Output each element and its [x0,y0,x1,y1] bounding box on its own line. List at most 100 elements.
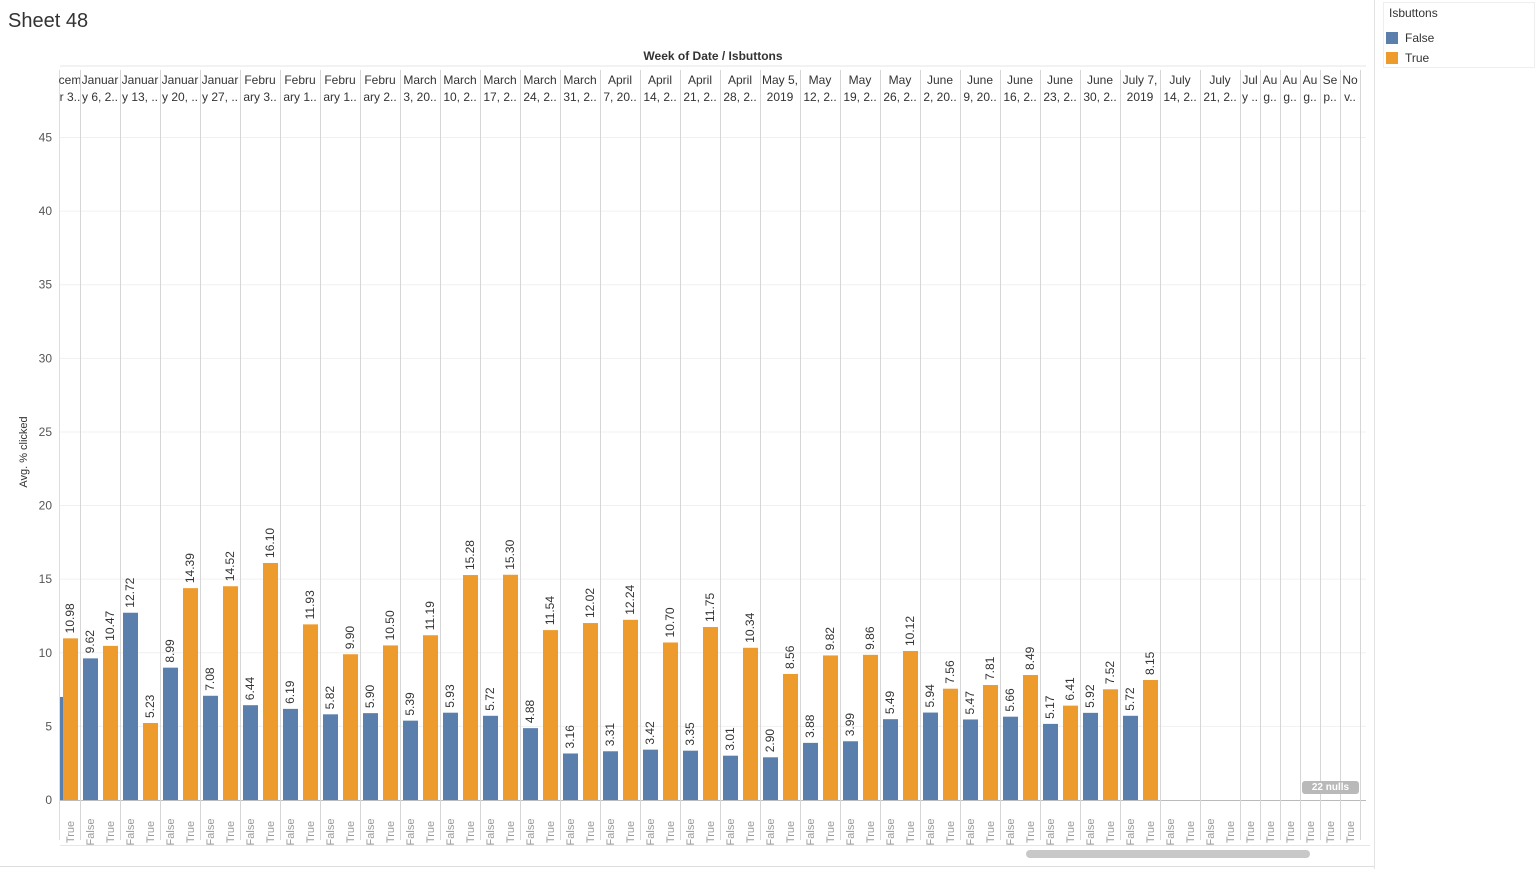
week-header-label: y .. [1242,90,1258,104]
scrollbar-thumb[interactable] [1026,850,1310,858]
x-category-label: False [365,819,377,846]
bar-value-label: 6.19 [283,680,297,704]
week-header-label: y 6, 2.. [82,90,118,104]
bar-value-label: 3.01 [723,727,737,751]
bar-false [1003,716,1018,800]
x-category-label: True [785,821,797,843]
week-header-label: Febru [364,73,395,87]
bar-value-label: 5.92 [1083,684,1097,708]
x-category-label: True [865,821,877,843]
bar-value-label: 3.35 [683,722,697,746]
bar-true [703,627,718,800]
bar-value-label: 6.41 [1063,677,1077,701]
week-header-label: June [927,73,953,87]
x-category-label: True [1305,821,1317,843]
bar-false [83,658,98,800]
week-header-label: Januar [202,73,239,87]
bar-true [663,642,678,800]
bar-value-label: 12.02 [583,588,597,618]
bar-true [423,635,438,800]
week-header-label: 7, 20.. [603,90,636,104]
bar-true [463,575,478,800]
bar-value-label: 3.31 [603,723,617,747]
week-header-label: April [688,73,712,87]
bar-true [303,624,318,800]
week-header-label: July [1209,73,1230,87]
x-category-label: True [145,821,157,843]
week-header-label: ary 1.. [283,90,316,104]
x-category-label: True [385,821,397,843]
bar-value-label: 5.17 [1043,695,1057,719]
x-category-label: True [345,821,357,843]
bar-true [783,673,798,800]
x-category-label: False [1125,819,1137,846]
bar-value-label: 10.50 [383,610,397,640]
bar-false [123,612,138,800]
week-header-label: 31, 2.. [563,90,596,104]
week-header-label: 21, 2.. [1203,90,1236,104]
y-tick-label: 20 [39,499,53,513]
bar-value-label: 5.47 [963,691,977,715]
bar-value-label: 12.72 [123,577,137,607]
bar-false [363,713,378,800]
bar-false [163,667,178,800]
bar-value-label: 5.39 [403,692,417,716]
bar-false [643,749,658,800]
bar-true [503,574,518,800]
week-header-label: 24, 2.. [523,90,556,104]
x-category-label: True [65,821,77,843]
week-header-label: June [1047,73,1073,87]
week-header-label: 9, 20.. [963,90,996,104]
week-header-label: r 3.. [60,90,81,104]
bar-false [763,757,778,800]
x-category-label: False [1085,819,1097,846]
bar-false [483,715,498,800]
x-category-label: False [845,819,857,846]
x-category-label: True [185,821,197,843]
week-header-label: March [403,73,436,87]
bar-value-label: 6.44 [243,677,257,701]
week-header-label: Febru [324,73,355,87]
x-category-label: True [745,821,757,843]
bar-false [603,751,618,800]
nulls-badge[interactable]: 22 nulls [1302,781,1359,794]
x-category-label: True [545,821,557,843]
x-category-label: True [1345,821,1357,843]
bar-value-label: 10.70 [663,607,677,637]
bar-false [403,720,418,800]
week-header-label: 28, 2.. [723,90,756,104]
x-category-label: False [1205,819,1217,846]
bar-false [323,714,338,800]
x-category-label: False [165,819,177,846]
bar-true [1063,705,1078,800]
week-header-label: 26, 2.. [883,90,916,104]
bar-value-label: 5.72 [1123,687,1137,711]
bar-true [863,654,878,800]
bar-value-label: 11.19 [423,601,437,630]
x-category-label: False [765,819,777,846]
bar-true [143,723,158,800]
bar-false [243,705,258,800]
x-category-label: True [505,821,517,843]
y-tick-label: 5 [45,719,52,733]
bar-value-label: 5.72 [483,687,497,711]
y-tick-label: 0 [45,793,52,807]
bar-false [203,695,218,800]
x-category-label: False [1165,819,1177,846]
bar-value-label: 5.94 [923,684,937,708]
x-category-label: True [945,821,957,843]
horizontal-scrollbar[interactable] [60,845,1370,864]
x-category-label: True [625,821,637,843]
bar-value-label: 15.30 [503,539,517,569]
x-category-label: True [465,821,477,843]
week-header-label: y 27, .. [202,90,238,104]
legend-swatch-false [1386,32,1398,44]
bar-value-label: 7.52 [1103,661,1117,685]
x-category-label: False [925,819,937,846]
bar-value-label: 12.24 [623,584,637,614]
y-tick-label: 35 [39,278,53,292]
bar-true [743,647,758,800]
bar-false [963,719,978,800]
bar-value-label: 3.88 [803,714,817,738]
axis-title: Week of Date / Isbuttons [643,49,782,63]
